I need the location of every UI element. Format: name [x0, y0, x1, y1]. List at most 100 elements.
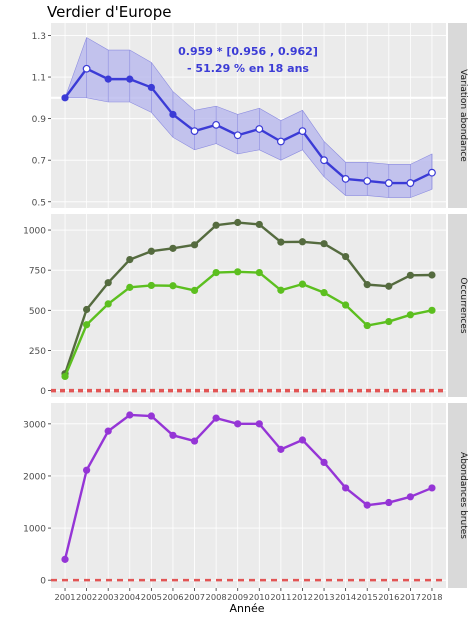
- x-tick-label-10: 2011: [270, 592, 291, 602]
- panel-1-series-0-point-13: [342, 252, 350, 261]
- panel-1-series-1-point-9: [255, 268, 263, 277]
- x-tick-label-17: 2018: [421, 592, 442, 602]
- panel-1-strip-label: Occurrences: [458, 277, 468, 333]
- x-tick-label-2: 2003: [98, 592, 119, 602]
- panel-2-series-0-point-9: [255, 420, 263, 428]
- panel-2-series-0-point-14: [363, 501, 371, 509]
- panel-0-series-0-point-14: [363, 177, 372, 185]
- x-tick-label-13: 2014: [335, 592, 356, 602]
- panel-1-series-0-point-17: [428, 271, 436, 279]
- panel-1-series-1-point-0: [61, 372, 69, 381]
- panel-1-ytick-label-0: 0: [40, 387, 46, 397]
- x-tick-label-0: 2001: [54, 592, 75, 602]
- x-tick-label-6: 2007: [184, 592, 205, 602]
- x-tick-label-1: 2002: [76, 592, 97, 602]
- panel-0-series-0-point-4: [147, 83, 155, 92]
- panel-2-ytick-label-2: 2000: [23, 472, 46, 482]
- panel-1-ytick-label-2: 500: [29, 307, 46, 317]
- panel-2-ytick-label-0: 0: [40, 577, 46, 587]
- panel-0-series-0-point-7: [212, 120, 221, 129]
- x-tick-label-5: 2006: [162, 592, 183, 602]
- panel-0-series-0-point-1: [82, 64, 91, 73]
- panel-1-series-1-point-3: [126, 283, 134, 291]
- x-tick-label-8: 2009: [227, 592, 248, 602]
- panel-1-series-1-point-4: [147, 281, 155, 290]
- chart-panels: 0.5 0.7 0.9 1.1 1.3 Variation abondance 0.959 …: [23, 23, 468, 602]
- panel-2-ytick-label-3: 3000: [23, 420, 46, 430]
- panel-1-series-0-point-1: [83, 305, 91, 314]
- panel-2-series-0-point-17: [428, 484, 436, 492]
- x-tick-label-12: 2013: [313, 592, 334, 602]
- panel-2-strip-label: Abondances brutes: [458, 452, 468, 539]
- panel-0-series-0-point-0: [61, 94, 69, 102]
- x-tick-label-16: 2017: [400, 592, 421, 602]
- panel-2-series-0-point-8: [234, 420, 242, 428]
- panel-1-series-0-point-15: [385, 282, 393, 290]
- panel-0-series-0-point-17: [428, 168, 436, 177]
- panel-0-ytick-label-2: 0.9: [32, 115, 47, 125]
- panel-0-series-0-point-12: [320, 156, 328, 165]
- panel-1-series-1-point-12: [320, 289, 328, 297]
- panel-1-series-0-point-11: [298, 238, 307, 246]
- panel-0-series-0-point-10: [276, 137, 285, 146]
- panel-0-ytick-label-1: 0.7: [32, 157, 46, 167]
- x-tick-label-7: 2008: [206, 592, 227, 602]
- panel-0-series-0-point-16: [406, 179, 415, 187]
- panel-0-ytick-label-0: 0.5: [32, 198, 46, 208]
- panel-0-strip: [448, 23, 467, 208]
- panel-1-ytick-label-1: 250: [29, 347, 46, 357]
- panel-1-series-1-point-15: [385, 317, 393, 326]
- panel-1-series-1-line: [63, 270, 433, 377]
- panel-2-series-0-point-12: [320, 458, 328, 467]
- panel-0-annotation-line-2: - 51.29 % en 18 ans: [187, 62, 309, 75]
- panel-2-series-0-point-15: [385, 498, 393, 507]
- panel-0-ytick-label-3: 1.1: [32, 74, 46, 84]
- panel-2-series-0-point-4: [147, 412, 155, 420]
- panel-1-series-1-point-1: [83, 321, 91, 329]
- panel-2-ytick-label-1: 1000: [23, 525, 46, 535]
- panel-1-series-0-point-10: [277, 238, 285, 246]
- x-axis-label: Année: [229, 602, 264, 615]
- panel-0-series-0-point-9: [255, 125, 264, 133]
- x-tick-label-4: 2005: [141, 592, 162, 602]
- panel-0-series-0-point-3: [126, 75, 134, 83]
- panel-0-series-0-point-15: [384, 179, 393, 187]
- panel-2-series-0-point-10: [277, 445, 285, 453]
- chart-title: Verdier d'Europe: [47, 3, 171, 21]
- panel-1-series-0-point-14: [363, 281, 371, 289]
- x-tick-label-9: 2010: [249, 592, 270, 602]
- panel-1-series-1-point-6: [190, 286, 199, 295]
- panel-1-ytick-label-4: 1000: [23, 227, 46, 237]
- panel-0-strip-label: Variation abondance: [458, 69, 468, 162]
- panel-1-series-0-point-8: [234, 218, 242, 227]
- panel-2-series-0-point-7: [212, 414, 220, 422]
- panel-2-series-0-line: [63, 413, 433, 560]
- panel-1-series-0-point-9: [255, 220, 263, 229]
- panel-2-background: [51, 403, 446, 588]
- panel-0-series-0-point-11: [298, 127, 307, 135]
- x-tick-label-15: 2016: [378, 592, 399, 602]
- panel-0-series-0-point-5: [169, 110, 177, 119]
- panel-1-series-1-point-11: [298, 280, 307, 288]
- panel-1-series-1-point-16: [406, 311, 414, 319]
- panel-1-strip: [448, 214, 467, 397]
- panel-1-background: [51, 214, 446, 397]
- panel-1-series-0-point-6: [190, 241, 199, 249]
- panel-0-annotation-line-1: 0.959 * [0.956 , 0.962]: [178, 45, 318, 58]
- x-tick-label-14: 2015: [357, 592, 378, 602]
- panel-0-ytick-label-4: 1.3: [32, 32, 46, 42]
- panel-1-series-0-line: [63, 221, 432, 375]
- panel-1-series-1-point-17: [428, 306, 436, 314]
- panel-1-series-0-point-3: [126, 255, 134, 264]
- panel-1-series-0-point-12: [320, 240, 328, 248]
- panel-0-series-0-point-13: [341, 174, 350, 183]
- panel-1-series-1-point-2: [104, 300, 112, 308]
- panel-2-series-0-point-0: [61, 555, 69, 563]
- panel-2-series-0-point-5: [169, 431, 177, 439]
- x-tick-label-11: 2012: [292, 592, 313, 602]
- panel-1-series-1-point-14: [363, 321, 371, 330]
- panel-2-series-0-point-3: [126, 411, 134, 419]
- panel-1-series-0-point-16: [406, 271, 414, 279]
- panel-1-ytick-label-3: 750: [29, 267, 46, 277]
